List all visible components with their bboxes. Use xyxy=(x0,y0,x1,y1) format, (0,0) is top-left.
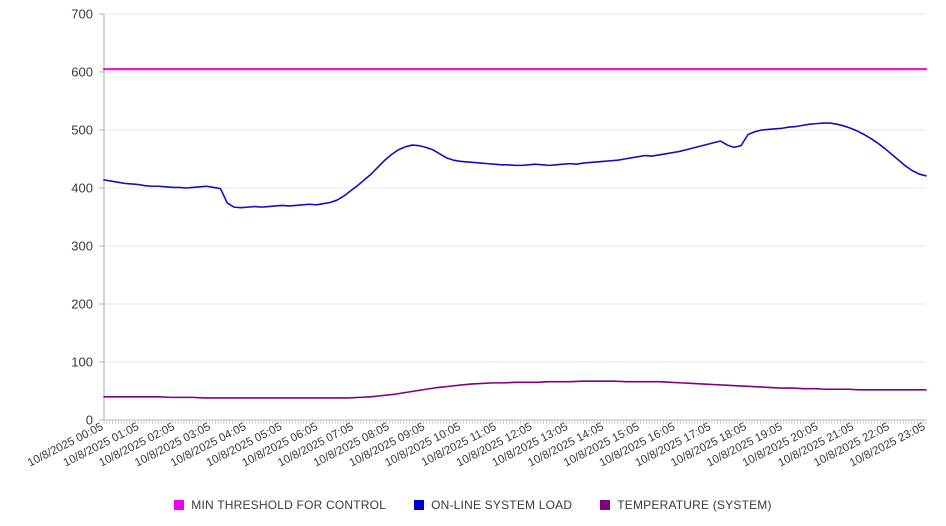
y-tick-label: 0 xyxy=(86,413,93,428)
series-line-1 xyxy=(103,122,927,209)
legend-item-online-system-load[interactable]: ON-LINE SYSTEM LOAD xyxy=(414,498,572,512)
y-tick-labels: 0 100 200 300 400 500 600 700 xyxy=(71,7,93,428)
legend-swatch-min-threshold xyxy=(174,500,185,510)
y-tick-label: 500 xyxy=(71,123,93,138)
plot-background xyxy=(104,14,926,420)
series-line-2 xyxy=(103,380,927,399)
legend-label-temperature-system: TEMPERATURE (SYSTEM) xyxy=(617,498,772,512)
legend-swatch-temperature-system xyxy=(600,500,611,510)
legend-item-temperature-system[interactable]: TEMPERATURE (SYSTEM) xyxy=(600,498,772,512)
legend-label-online-system-load: ON-LINE SYSTEM LOAD xyxy=(431,498,573,512)
data-series-group xyxy=(102,68,928,399)
legend-label-min-threshold: MIN THRESHOLD FOR CONTROL xyxy=(191,498,387,512)
y-tick-label: 400 xyxy=(71,181,93,196)
y-gridlines xyxy=(104,13,926,363)
x-minor-tick-marks xyxy=(103,419,927,424)
y-tick-label: 700 xyxy=(71,7,93,22)
y-tick-label: 200 xyxy=(71,297,93,312)
y-tick-label: 300 xyxy=(71,239,93,254)
legend-item-min-threshold[interactable]: MIN THRESHOLD FOR CONTROL xyxy=(174,498,386,512)
y-tick-marks xyxy=(99,13,104,421)
legend-swatch-online-system-load xyxy=(414,500,425,510)
y-tick-label: 600 xyxy=(71,65,93,80)
y-tick-label: 100 xyxy=(71,355,93,370)
chart-legend: MIN THRESHOLD FOR CONTROL ON-LINE SYSTEM… xyxy=(0,494,946,516)
line-chart-svg: 0 100 200 300 400 500 600 700 10/8/2025 00:0510… xyxy=(26,7,928,470)
